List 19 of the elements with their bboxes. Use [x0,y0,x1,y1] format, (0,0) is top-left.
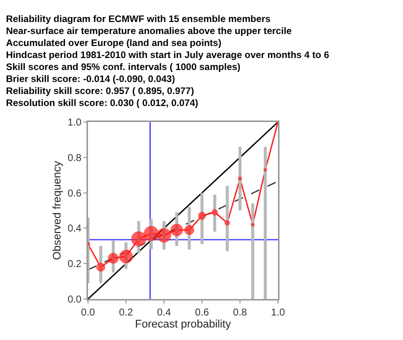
y-tick-label: 0.8 [68,152,82,164]
text: Resolution skill score: 0.030 ( 0.012, 0.074) [6,98,198,109]
y-axis-title: Observed frequency [51,160,64,260]
text: Brier skill score: -0.014 (-0.090, 0.043) [6,74,175,85]
x-tick-label: 0.0 [81,308,96,318]
text: Reliability skill score: 0.957 ( 0.895, 0.977) [6,86,194,97]
x-tick-label: 0.2 [119,308,134,318]
y-tick-label: 0.4 [68,224,82,235]
y-tick-label: 0.0 [68,294,82,306]
y-tick-label: 1.0 [68,118,82,128]
chart-subtitle: Near-surface air temperature anomalies above the upper tercile Accumulated over Europe (land and sea points) Hindcast period 1981-2010 with start in July average over months 4 to 6 Skill scores and 95% conf. intervals ( 1000 samples) [6,26,330,73]
x-axis-title: Forecast probability [135,318,232,330]
chart-title: Reliability diagram for ECMWF with 15 ensemble members [6,14,270,25]
x-tick-label: 0.6 [195,308,210,318]
x-tick-label: 0.8 [233,308,248,318]
x-tick-label: 1.0 [271,308,286,318]
x-tick-label: 0.4 [157,308,172,318]
y-tick-label: 0.2 [68,259,82,270]
y-tick-label: 0.6 [68,188,82,200]
